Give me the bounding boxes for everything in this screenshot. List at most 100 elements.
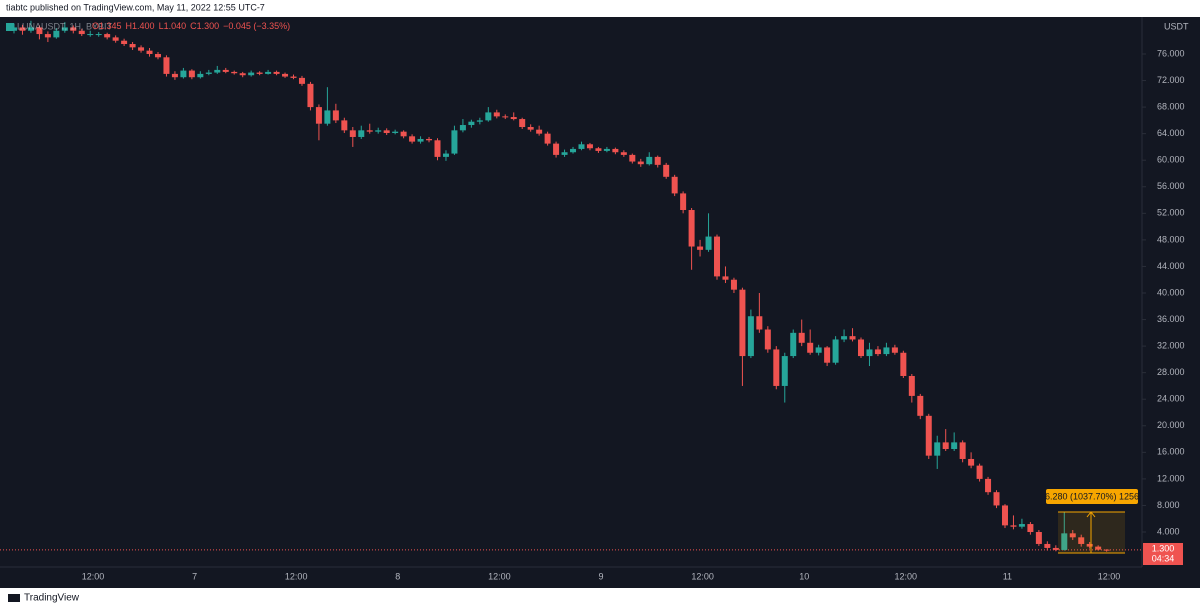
last-price-box	[1143, 543, 1183, 565]
candle-body	[570, 148, 577, 153]
candle-body	[426, 138, 433, 141]
candle-body	[104, 34, 111, 38]
candle-body	[163, 57, 170, 74]
candle-body	[502, 116, 509, 118]
candle-body	[722, 276, 729, 280]
candle-body	[951, 442, 958, 450]
x-tick-label: 12:00	[285, 571, 308, 581]
candle-body	[214, 69, 221, 73]
candle-body	[595, 148, 602, 151]
measure-label-box	[1046, 489, 1138, 504]
candle-body	[358, 130, 365, 137]
candle-body	[917, 395, 924, 416]
candle-body	[798, 332, 805, 343]
candle-body	[739, 289, 746, 357]
candle-body	[527, 127, 534, 130]
candle-body	[815, 347, 822, 353]
candle-body	[70, 27, 77, 31]
candle-body	[138, 47, 145, 51]
candle-body	[248, 72, 255, 76]
candle-body	[832, 339, 839, 363]
candle-body	[756, 316, 763, 330]
candle-body	[985, 478, 992, 493]
candle-body	[273, 71, 280, 74]
candle-body	[434, 140, 441, 157]
last-price-label: 1.300	[1152, 543, 1175, 553]
header-bar	[0, 0, 1200, 17]
candle-body	[714, 236, 721, 277]
candle-body	[298, 77, 305, 84]
candle-body	[61, 27, 68, 31]
candle-body	[697, 246, 704, 250]
candle-body	[19, 27, 26, 31]
candle-body	[231, 71, 238, 74]
x-tick-label: 12:00	[488, 571, 511, 581]
candle-body	[180, 70, 187, 78]
candle-body	[1078, 537, 1085, 544]
candle-body	[188, 70, 195, 78]
candle-body	[400, 131, 407, 137]
candle-body	[824, 347, 831, 363]
candle-body	[27, 27, 34, 31]
candle-body	[87, 34, 94, 36]
candle-body	[680, 193, 687, 211]
y-tick-label: 24.000	[1157, 394, 1185, 404]
candle-body	[561, 152, 568, 155]
candle-body	[883, 347, 890, 355]
candle-body	[671, 176, 678, 194]
candle-body	[290, 76, 297, 78]
candle-body	[603, 148, 610, 151]
candle-body	[968, 458, 975, 466]
candle-body	[620, 152, 627, 155]
y-tick-label: 64.000	[1157, 128, 1185, 138]
y-tick-label: 76.000	[1157, 48, 1185, 58]
measure-label: 6.280 (1037.70%) 1256	[1045, 491, 1139, 501]
candle-body	[78, 30, 85, 35]
countdown: 04:34	[1152, 553, 1175, 563]
candle-body	[476, 120, 483, 122]
candle-body	[1035, 532, 1042, 544]
candle-body	[663, 164, 670, 177]
footer-bar	[0, 588, 1200, 609]
y-tick-label: 48.000	[1157, 234, 1185, 244]
candle-body	[1018, 524, 1025, 527]
candle-body	[222, 69, 229, 72]
y-tick-label: 20.000	[1157, 420, 1185, 430]
candle-body	[1010, 525, 1017, 527]
candle-body	[36, 27, 43, 35]
candle-body	[705, 236, 712, 250]
candle-body	[781, 356, 788, 386]
candle-body	[976, 465, 983, 479]
chart-background	[0, 17, 1200, 588]
x-tick-label: 12:00	[895, 571, 918, 581]
header-text: tiabtc published on TradingView.com, May…	[6, 2, 265, 12]
candle-body	[112, 37, 119, 41]
candle-body	[154, 53, 161, 58]
candle-body	[53, 30, 60, 38]
candle-body	[442, 153, 449, 157]
x-tick-label: 12:00	[82, 571, 105, 581]
brand: TradingView	[24, 593, 80, 604]
candle-body	[654, 156, 661, 165]
candle-body	[409, 136, 416, 142]
candle-body	[586, 144, 593, 149]
legend-item: L1.040	[159, 21, 187, 31]
candle-body	[1052, 547, 1059, 550]
candle-body	[265, 71, 272, 74]
measure-arrowhead	[1086, 511, 1096, 518]
candle-body	[366, 130, 373, 132]
x-tick-label: 8	[395, 571, 400, 581]
y-tick-label: 36.000	[1157, 314, 1185, 324]
candle-body	[925, 415, 932, 456]
candle-body	[459, 125, 466, 131]
y-tick-label: 32.000	[1157, 340, 1185, 350]
candle-body	[171, 73, 178, 78]
candle-body	[239, 73, 246, 76]
candle-body	[942, 442, 949, 450]
x-tick-label: 11	[1003, 571, 1012, 581]
candle-body	[688, 210, 695, 247]
x-tick-label: 10	[799, 571, 809, 581]
x-tick-label: 12:00	[1098, 571, 1121, 581]
candle-body	[858, 339, 864, 357]
ohlc-legend: O1.345 H1.400 L1.040 C1.300 −0.045 (−3.35%)	[92, 21, 290, 31]
